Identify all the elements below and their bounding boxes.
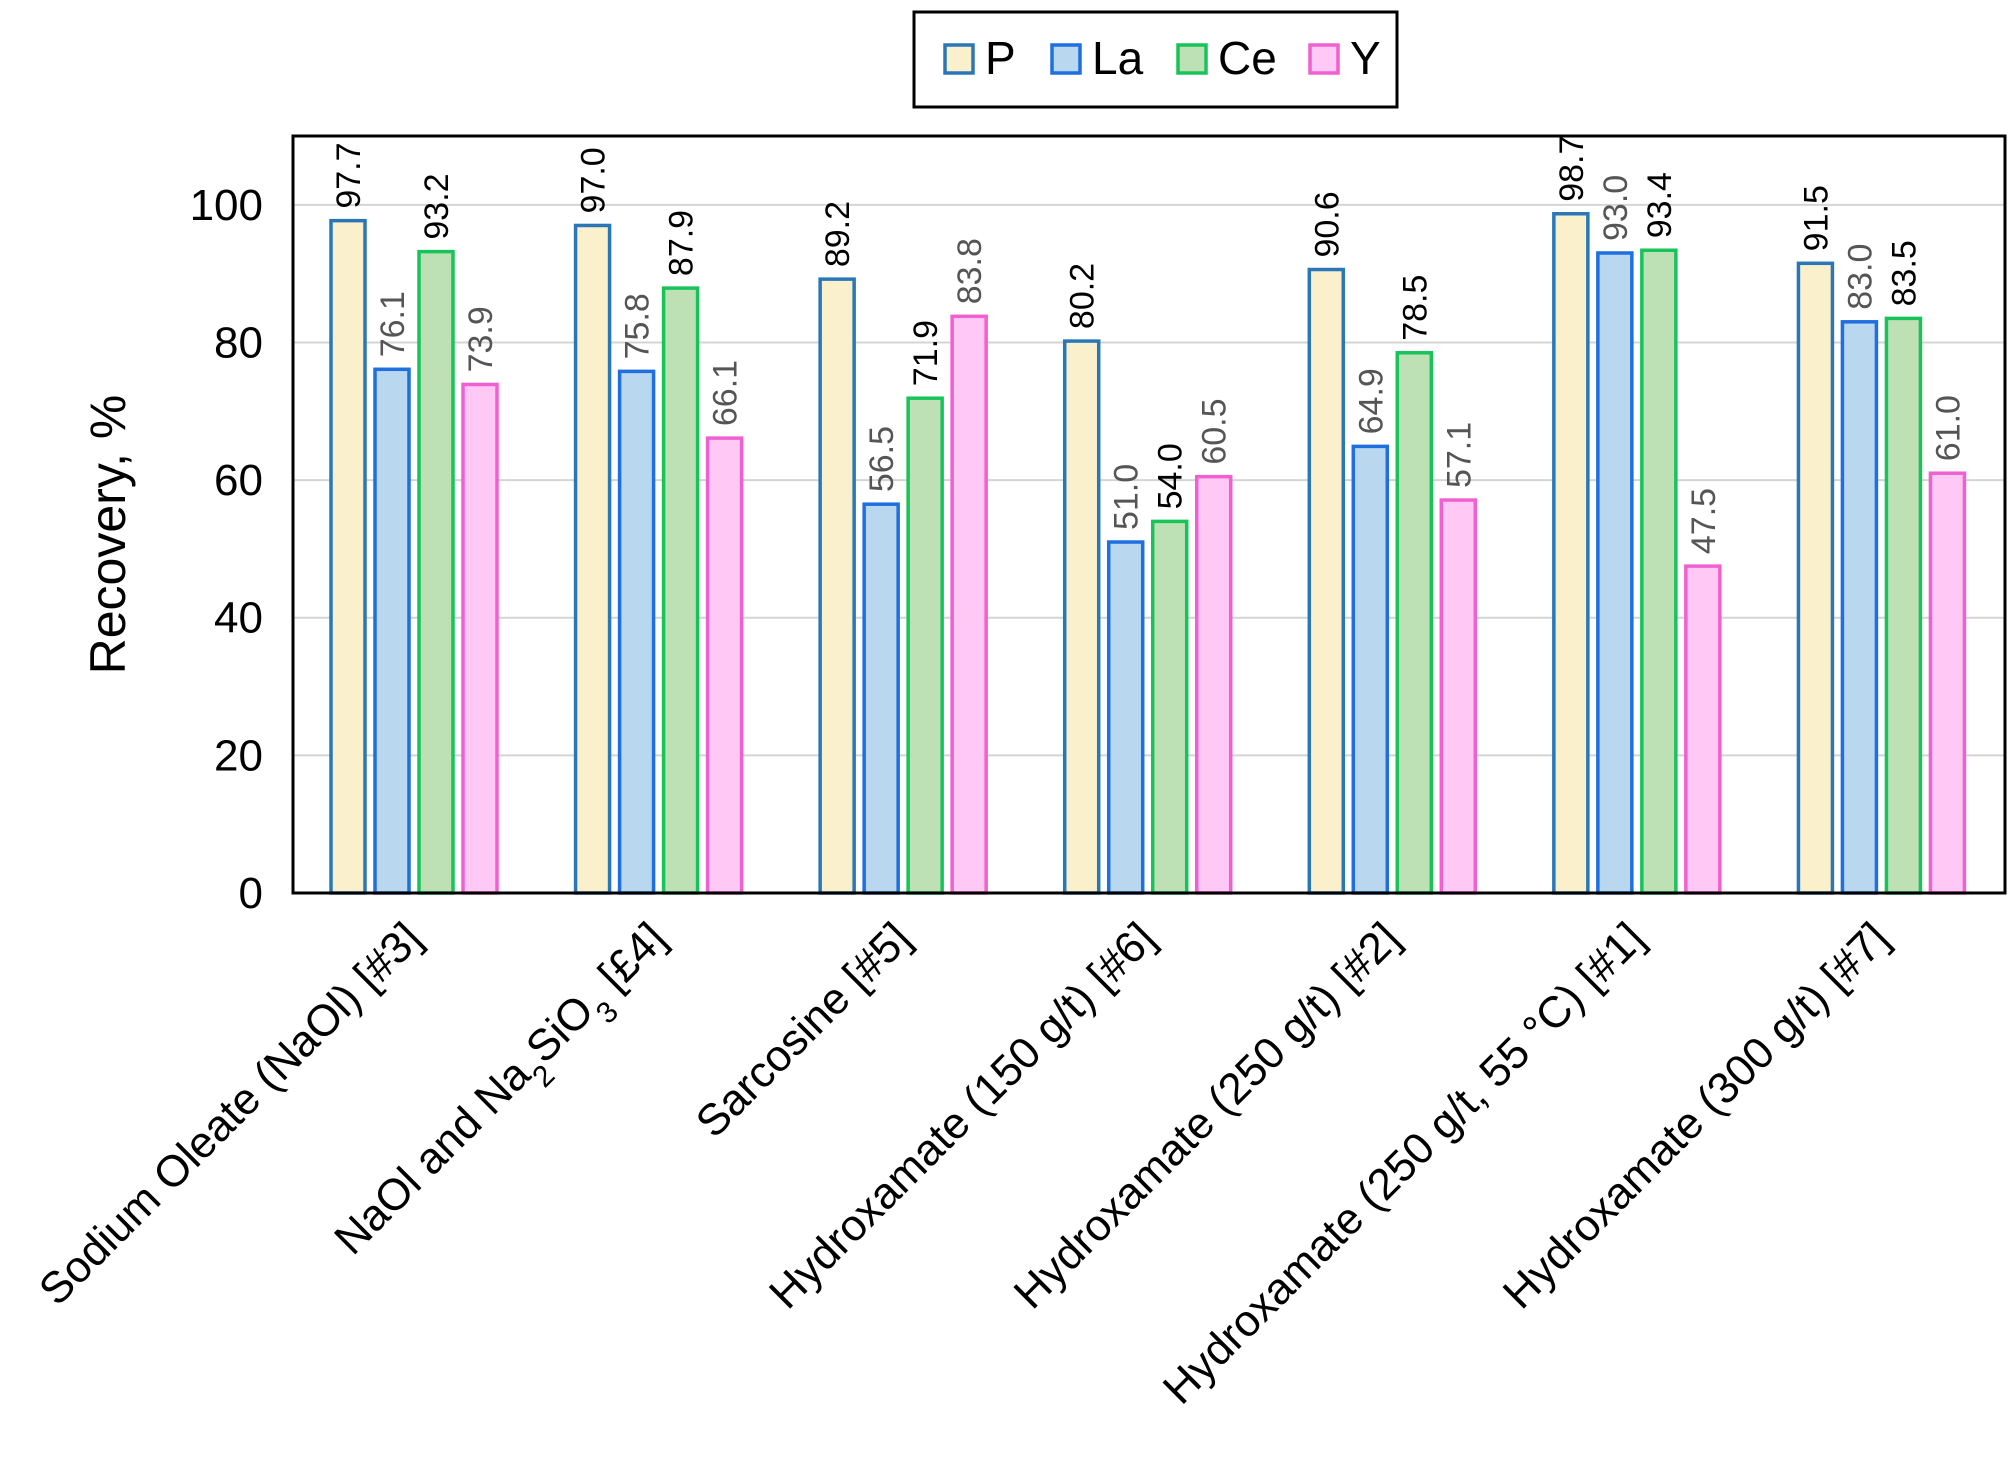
y-tick-label: 80: [214, 318, 263, 367]
data-label-y-2: 83.8: [951, 238, 989, 304]
bar-p-1: [573, 223, 612, 895]
legend: P La Ce Y: [912, 10, 1399, 109]
bar-p-0: [329, 218, 367, 895]
bar-p-3: [1062, 339, 1101, 895]
y-tick-label: 20: [214, 731, 263, 780]
data-label-y-4: 57.1: [1440, 422, 1478, 488]
gridlines: [293, 203, 2005, 757]
data-label-p-2: 89.2: [819, 201, 857, 267]
legend-label-p: P: [985, 32, 1016, 84]
bar-p-5: [1552, 212, 1590, 895]
data-label-p-1: 97.0: [575, 147, 613, 213]
data-label-ce-1: 87.9: [663, 210, 701, 276]
bar-y-0: [461, 382, 499, 895]
bar-la-5: [1596, 251, 1634, 895]
bar-p-2: [818, 277, 856, 895]
x-category-label-2: Sarcosine [#5]: [687, 913, 921, 1147]
bar-y-6: [1928, 471, 1967, 895]
bar-y-1: [705, 436, 744, 895]
data-label-ce-3: 54.0: [1152, 443, 1190, 509]
bar-la-4: [1351, 444, 1390, 895]
bar-ce-4: [1395, 351, 1434, 895]
bar-la-0: [373, 367, 411, 895]
bar-la-6: [1840, 320, 1879, 895]
data-label-ce-5: 93.4: [1641, 172, 1679, 238]
bar-la-1: [617, 369, 656, 895]
data-label-la-2: 56.5: [863, 426, 901, 492]
bar-la-3: [1106, 540, 1145, 895]
bar-ce-1: [661, 286, 700, 895]
legend-label-ce: Ce: [1218, 32, 1277, 84]
data-label-y-5: 47.5: [1685, 488, 1723, 554]
data-label-ce-2: 71.9: [907, 320, 945, 386]
data-label-p-3: 80.2: [1064, 263, 1102, 329]
legend-swatch-p: [943, 43, 975, 75]
bar-ce-6: [1884, 316, 1923, 895]
x-category-label-0: Sodium Oleate (NaOl) [#3]: [30, 913, 431, 1314]
plot-area-frame: [291, 134, 2007, 895]
bar-ce-2: [906, 396, 944, 895]
x-category-label-4: Hydroxamate (250 g/t) [#2]: [1005, 913, 1410, 1318]
y-axis-ticks: 0 20 40 60 80 100: [190, 181, 263, 918]
y-tick-label: 40: [214, 594, 263, 643]
data-label-ce-0: 93.2: [418, 173, 456, 239]
legend-swatch-y: [1308, 43, 1340, 75]
bar-la-2: [862, 502, 900, 895]
data-label-la-4: 64.9: [1352, 368, 1390, 434]
data-labels: 97.7 76.1 93.2 73.9 97.0 75.887.9 66.1 89.2 56.5…: [330, 136, 1967, 555]
legend-swatch-ce: [1176, 43, 1208, 75]
data-label-p-6: 91.5: [1797, 185, 1835, 251]
bar-ce-3: [1150, 519, 1189, 895]
x-category-label-3: Hydroxamate (150 g/t) [#6]: [760, 913, 1165, 1318]
data-label-la-1: 75.8: [619, 293, 657, 359]
data-label-la-5: 93.0: [1597, 175, 1635, 241]
bar-p-4: [1307, 267, 1346, 895]
data-label-y-3: 60.5: [1196, 398, 1234, 464]
y-tick-label: 0: [239, 869, 263, 918]
x-category-label-5: Hydroxamate (250 g/t, 55 °C) [#1]: [1154, 913, 1654, 1413]
bar-ce-0: [417, 249, 455, 895]
x-axis-category-labels: Sodium Oleate (NaOl) [#3]NaOl and Na2SiO…: [30, 913, 1899, 1413]
data-label-y-1: 66.1: [707, 360, 745, 426]
y-tick-label: 60: [214, 456, 263, 505]
x-category-label-6: Hydroxamate (300 g/t) [#7]: [1494, 913, 1899, 1318]
data-label-p-5: 98.7: [1553, 136, 1591, 202]
data-label-y-0: 73.9: [462, 306, 500, 372]
data-label-la-3: 51.0: [1108, 464, 1146, 530]
bar-y-5: [1684, 564, 1722, 895]
data-label-y-6: 61.0: [1929, 395, 1967, 461]
data-label-p-0: 97.7: [330, 142, 368, 208]
bar-ce-5: [1640, 248, 1678, 895]
bar-y-2: [950, 314, 988, 895]
bar-series: [329, 212, 1967, 895]
data-label-la-6: 83.0: [1841, 244, 1879, 310]
bar-p-6: [1796, 261, 1835, 895]
legend-label-y: Y: [1350, 32, 1381, 84]
bar-y-4: [1439, 498, 1478, 895]
y-axis-title: Recovery, %: [80, 395, 136, 675]
bar-y-3: [1194, 474, 1233, 895]
data-label-p-4: 90.6: [1308, 191, 1346, 257]
legend-label-la: La: [1092, 32, 1144, 84]
legend-swatch-la: [1050, 43, 1082, 75]
data-label-la-0: 76.1: [374, 291, 412, 357]
data-label-ce-4: 78.5: [1396, 275, 1434, 341]
y-tick-label: 100: [190, 181, 263, 230]
data-label-ce-6: 83.5: [1885, 240, 1923, 306]
